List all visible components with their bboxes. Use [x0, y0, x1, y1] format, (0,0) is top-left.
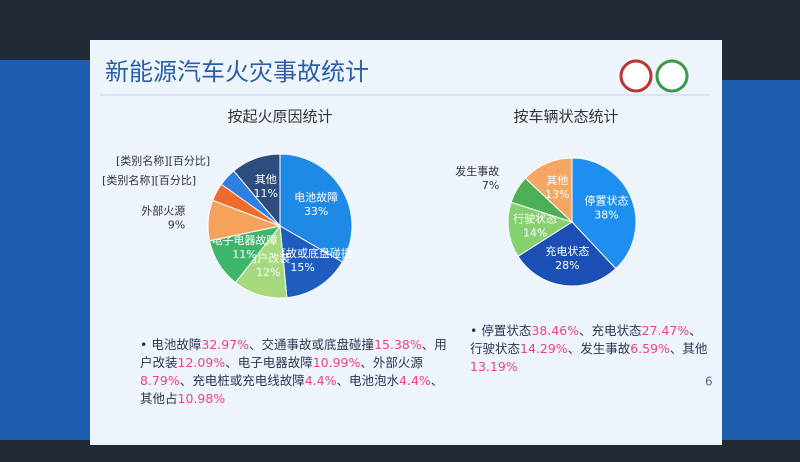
note-value: 13.19% — [470, 359, 518, 374]
note: • 停置状态38.46%、充电状态27.47%、行驶状态14.29%、发生事故6… — [470, 322, 710, 376]
pie-slice — [279, 225, 344, 299]
slide-title: 新能源汽车火灾事故统计 — [105, 58, 369, 86]
note: • 电池故障32.97%、交通事故或底盘碰撞15.38%、用户改装12.09%、… — [140, 336, 450, 408]
logo — [619, 59, 653, 93]
chart-title: 按车辆状态统计 — [513, 108, 618, 126]
slice-label: 其他 — [255, 173, 277, 186]
note-value: 10.98% — [177, 391, 226, 406]
slice-label: 外部火源 — [141, 203, 185, 217]
note-value: 8.79% — [140, 373, 180, 388]
side-banner — [0, 60, 90, 440]
pie-slice — [507, 201, 574, 257]
note-value: 6.59% — [630, 341, 670, 356]
note-text: 、交通事故或底盘碰撞 — [249, 337, 375, 352]
note-value: 32.97% — [201, 337, 250, 352]
note-text: 、外部火源 — [360, 355, 423, 370]
note-value: 4.4% — [304, 373, 337, 388]
pie-slice — [517, 221, 617, 287]
slice-label: 行驶状态 — [513, 212, 557, 226]
pie-slice — [571, 157, 637, 270]
slice-label: [类别名称][百分比] — [116, 154, 210, 168]
note-text: 、用户改装 — [140, 337, 447, 370]
bullet: • — [470, 323, 482, 338]
note-text: 、电池泡水 — [336, 373, 400, 388]
bullet: • — [140, 337, 152, 352]
note-value: 15.38% — [374, 337, 422, 352]
note-value: 10.99% — [312, 355, 361, 370]
note-value: 27.47% — [641, 323, 690, 338]
slice-value: 14% — [523, 227, 547, 240]
note-value: 38.46% — [531, 323, 580, 338]
note-text: 、行驶状态 — [470, 323, 702, 356]
note-text: 、其他 — [669, 341, 708, 356]
slice-value: 7% — [482, 179, 499, 192]
pie-slice — [233, 153, 281, 228]
pie-slice — [279, 153, 353, 263]
slice-label: 停置状态 — [585, 193, 629, 207]
note-value: 14.29% — [520, 341, 568, 356]
slice-value: 33% — [304, 205, 328, 218]
note-text: 停置状态 — [481, 323, 532, 338]
pie-slice — [524, 157, 573, 224]
slice-value: 15% — [290, 261, 314, 274]
slice-value: 12% — [256, 266, 280, 279]
note-value: 4.4% — [399, 373, 431, 388]
note-text: 、发生事故 — [567, 341, 631, 356]
slice-label: 其他 — [546, 174, 568, 187]
slice-label: 电池故障 — [294, 190, 338, 204]
slice-label: [类别名称][百分比] — [102, 173, 196, 187]
slice-label: 发生事故 — [455, 164, 499, 178]
note-text: 电池故障 — [151, 337, 202, 352]
slice-label: 充电状态 — [545, 244, 589, 258]
slice-value: 28% — [555, 259, 579, 272]
slice-value: 11% — [253, 187, 277, 200]
note-value: 12.09% — [177, 355, 226, 370]
slice-value: 11% — [232, 248, 256, 261]
note-text: 、电子电器故障 — [225, 355, 313, 370]
chart-title: 按起火原因统计 — [227, 108, 332, 126]
note-text: 、充电桩或充电线故障 — [179, 373, 305, 388]
slice-value: 9% — [168, 218, 185, 231]
logo — [655, 59, 689, 93]
side-banner — [720, 80, 800, 440]
slice-value: 38% — [594, 208, 618, 221]
slice-value: 13% — [545, 188, 569, 201]
note-text: 、其他占 — [140, 373, 444, 406]
note-text: 、充电状态 — [579, 323, 642, 338]
page-number: 6 — [705, 375, 713, 389]
